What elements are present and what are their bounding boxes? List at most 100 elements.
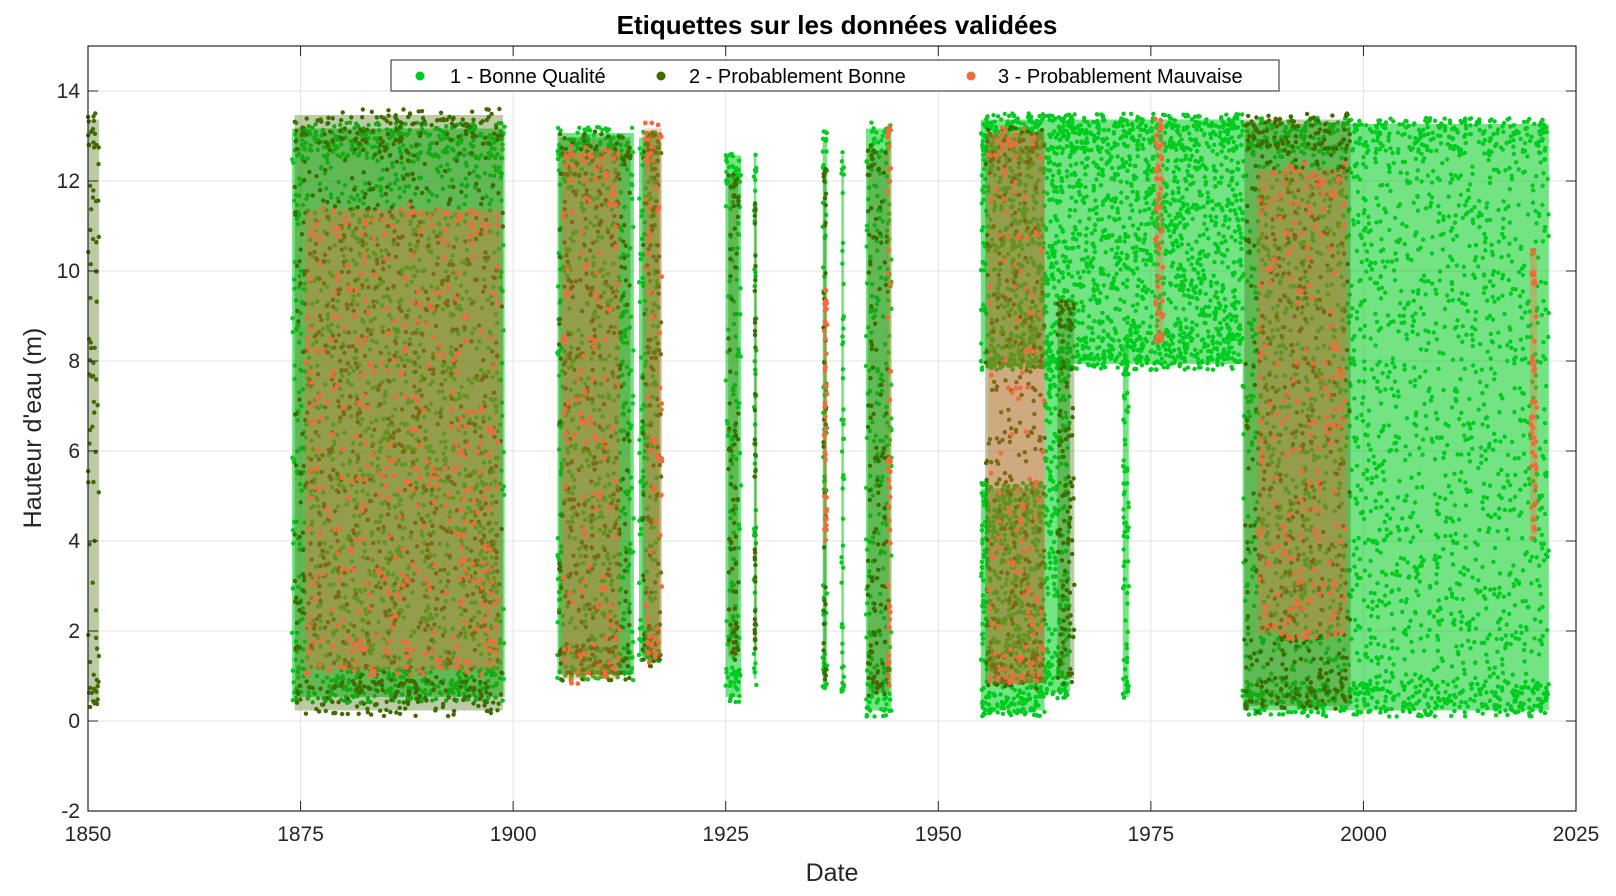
data-point [362, 549, 367, 554]
data-point [636, 652, 642, 658]
data-point [839, 417, 844, 422]
data-point [1071, 231, 1076, 236]
data-point [1068, 163, 1073, 168]
data-point [840, 190, 845, 196]
data-point [501, 328, 506, 333]
data-point [459, 182, 464, 187]
data-point [1008, 713, 1014, 718]
data-point [1206, 236, 1211, 241]
data-point [1214, 345, 1219, 351]
data-point [1195, 257, 1201, 263]
data-point [724, 181, 729, 186]
data-point [435, 255, 441, 260]
data-point [450, 253, 455, 258]
data-point [402, 340, 407, 345]
data-point [1208, 131, 1213, 137]
data-point [427, 448, 432, 454]
data-point [1202, 174, 1208, 180]
data-point [637, 450, 642, 456]
data-point [1191, 267, 1196, 272]
data-point [1139, 363, 1145, 368]
data-point [1220, 362, 1225, 367]
data-point [1210, 334, 1216, 339]
data-point [840, 641, 845, 646]
data-point [411, 159, 416, 164]
data-point [391, 588, 397, 593]
data-point [863, 363, 869, 369]
data-point [1055, 132, 1060, 137]
data-point [350, 542, 355, 547]
data-point [1172, 118, 1178, 123]
data-point [1189, 174, 1195, 179]
data-point [1144, 200, 1149, 206]
data-point [1085, 255, 1091, 260]
data-point [1233, 238, 1238, 243]
data-point [1146, 163, 1152, 168]
data-point [1045, 334, 1050, 339]
data-point [638, 256, 643, 262]
data-point [1083, 233, 1089, 238]
data-point [444, 552, 449, 558]
data-point [999, 705, 1004, 711]
data-point [1226, 345, 1232, 351]
data-point [1222, 296, 1228, 302]
data-point [840, 150, 845, 155]
data-point [318, 644, 323, 649]
data-point [428, 626, 434, 632]
data-point [350, 693, 355, 698]
data-point [1060, 294, 1066, 300]
data-point [1199, 127, 1204, 133]
data-point [1106, 127, 1111, 133]
data-point [737, 694, 742, 699]
data-point [413, 191, 418, 197]
data-point [1044, 227, 1049, 232]
data-point [863, 612, 869, 617]
data-point [631, 516, 636, 521]
data-point [600, 127, 605, 133]
data-point [723, 204, 729, 209]
data-point [1118, 267, 1123, 272]
data-point [991, 691, 996, 696]
data-point [1173, 283, 1179, 288]
data-point [292, 376, 297, 382]
data-point [637, 146, 642, 151]
data-point [367, 609, 372, 615]
data-point [1096, 131, 1101, 136]
data-point [1176, 346, 1182, 352]
data-point [630, 393, 636, 399]
data-point [723, 378, 729, 383]
data-point [442, 431, 447, 436]
data-point [1172, 175, 1178, 180]
data-point [290, 528, 296, 533]
data-point [629, 196, 635, 202]
data-point [979, 571, 984, 576]
data-point [630, 629, 635, 634]
data-point [308, 365, 313, 370]
data-point [424, 445, 429, 450]
data-point [1045, 250, 1050, 256]
data-point [1011, 696, 1016, 701]
data-point [1085, 362, 1091, 367]
data-point [1141, 136, 1147, 142]
data-point [376, 128, 382, 133]
data-point [477, 339, 482, 344]
data-point [1019, 695, 1024, 701]
data-point [453, 397, 458, 403]
data-point [1201, 268, 1206, 273]
data-point [409, 144, 414, 149]
data-point [455, 490, 461, 495]
data-point [1054, 233, 1059, 239]
data-point [379, 193, 384, 198]
data-point [841, 422, 846, 427]
data-point [1181, 330, 1187, 336]
data-point [821, 163, 826, 168]
data-point [980, 593, 986, 598]
data-point [436, 389, 442, 394]
data-point [1229, 158, 1234, 163]
data-point [1069, 195, 1074, 200]
data-point [1067, 184, 1072, 189]
data-point [1142, 208, 1148, 213]
data-point [751, 651, 757, 656]
data-point [1219, 289, 1225, 294]
